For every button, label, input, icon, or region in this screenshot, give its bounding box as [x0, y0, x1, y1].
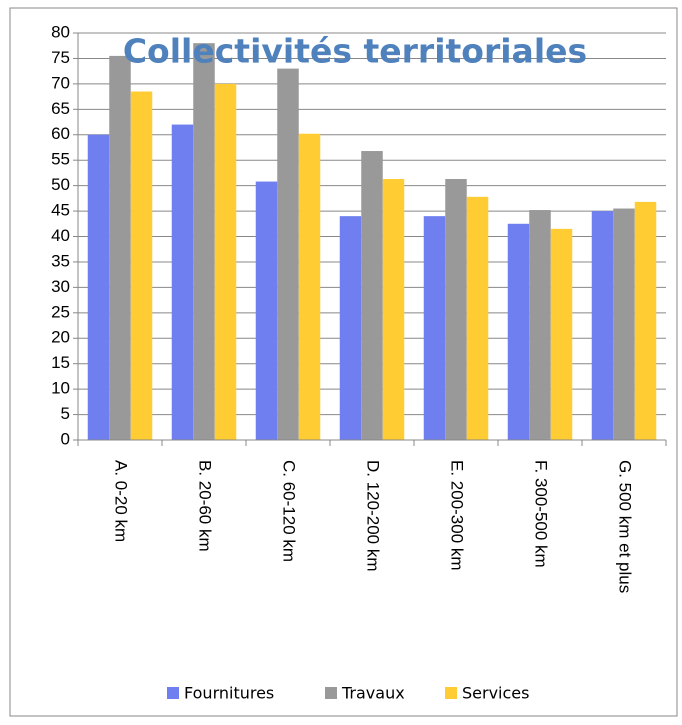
- bar: [445, 179, 467, 441]
- bar: [529, 210, 551, 440]
- y-tick-label: 40: [51, 226, 70, 245]
- bar: [613, 208, 635, 440]
- bar: [634, 201, 657, 440]
- x-tick-label: D. 120-200 km: [364, 460, 383, 572]
- legend-label: Fournitures: [184, 684, 274, 703]
- y-tick-label: 65: [51, 99, 70, 118]
- y-tick-label: 80: [51, 22, 70, 41]
- y-tick-label: 55: [51, 150, 70, 169]
- legend-label: Services: [462, 684, 529, 703]
- x-tick-label: E. 200-300 km: [448, 460, 467, 571]
- legend-swatch: [325, 687, 337, 699]
- y-tick-label: 0: [61, 429, 70, 448]
- y-tick-label: 5: [61, 404, 70, 423]
- bar: [466, 196, 489, 440]
- bar: [255, 181, 278, 440]
- chart-title: Collectivités territoriales: [123, 32, 587, 71]
- x-tick-label: C. 60-120 km: [280, 460, 299, 562]
- legend-swatch: [167, 687, 179, 699]
- x-tick-label: F. 300-500 km: [532, 460, 551, 568]
- legend: Fournitures Travaux Services: [167, 684, 529, 703]
- bar: [298, 133, 321, 441]
- y-tick-label: 10: [51, 379, 70, 398]
- y-tick-label: 50: [51, 175, 70, 194]
- x-tick-label: A. 0-20 km: [112, 460, 131, 542]
- bar: [214, 83, 237, 440]
- bar: [339, 216, 362, 440]
- y-tick-label: 25: [51, 302, 70, 321]
- bar: [130, 91, 153, 440]
- bar: [591, 211, 614, 440]
- x-tick-label: B. 20-60 km: [196, 460, 215, 552]
- y-tick-label: 60: [51, 124, 70, 143]
- bar: [382, 179, 405, 441]
- bar: [171, 124, 194, 440]
- bar: [423, 216, 446, 440]
- legend-label: Travaux: [341, 684, 405, 703]
- bar: [109, 55, 131, 441]
- bar: [507, 223, 530, 440]
- y-tick-label: 30: [51, 277, 70, 296]
- bar: [550, 228, 573, 440]
- legend-swatch: [445, 687, 457, 699]
- y-tick-label: 75: [51, 48, 70, 67]
- bar: [361, 151, 383, 440]
- y-tick-label: 35: [51, 251, 70, 270]
- y-tick-label: 20: [51, 328, 70, 347]
- y-tick-label: 70: [51, 73, 70, 92]
- bar: [277, 68, 299, 441]
- y-tick-label: 45: [51, 201, 70, 220]
- bar: [87, 134, 110, 440]
- x-tick-label: G. 500 km et plus: [616, 460, 635, 593]
- bar: [193, 43, 215, 441]
- y-tick-label: 15: [51, 353, 70, 372]
